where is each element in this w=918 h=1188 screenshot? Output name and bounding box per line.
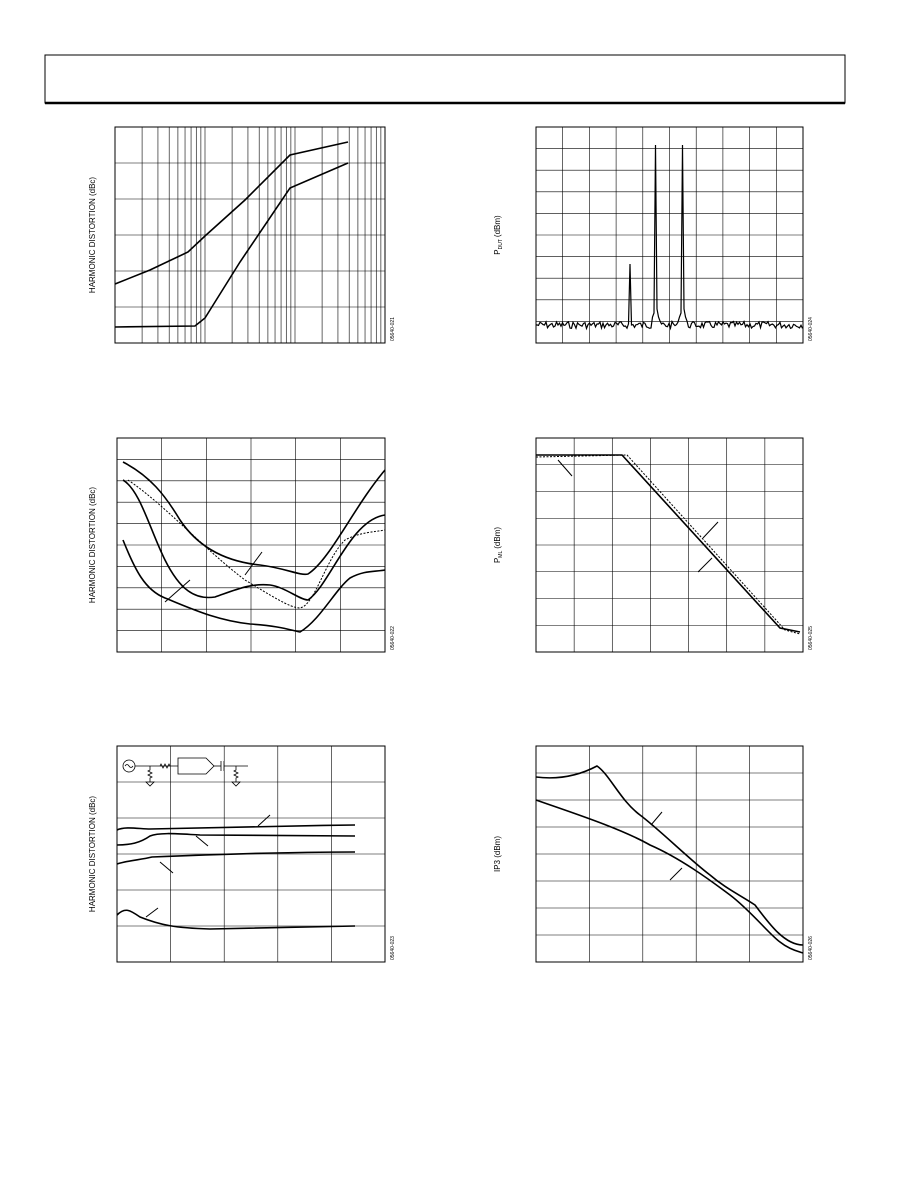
y-axis-label: HARMONIC DISTORTION (dBc) xyxy=(88,487,97,603)
y-label-unit: (dBm) xyxy=(493,527,502,549)
figure-code: 05640-022 xyxy=(390,626,396,650)
plot-frame xyxy=(535,745,804,963)
curve xyxy=(122,539,386,633)
curve xyxy=(536,454,801,633)
plot-frame xyxy=(535,437,804,653)
spectrum-trace xyxy=(535,144,804,331)
curve xyxy=(114,141,349,285)
y-axis-label: PML (dBm) xyxy=(493,527,504,563)
curve xyxy=(114,162,349,328)
y-label-main: P xyxy=(493,249,502,254)
arrow xyxy=(702,521,719,539)
header-box xyxy=(44,54,846,104)
arrow xyxy=(650,811,663,826)
curve xyxy=(535,799,804,954)
arrow xyxy=(159,861,174,874)
figure-code: 05640-025 xyxy=(808,626,814,650)
y-axis-label: HARMONIC DISTORTION (dBc) xyxy=(88,796,97,912)
plot-frame xyxy=(116,437,386,653)
y-label-sub: ML xyxy=(498,551,504,558)
figure-code: 05640-023 xyxy=(390,936,396,960)
curve xyxy=(116,832,356,846)
labels: HARMONIC DISTORTION (dBc)05640-021PDUT(d… xyxy=(88,177,814,960)
plot-frame xyxy=(535,126,804,344)
grids xyxy=(114,126,804,963)
y-label-unit: (dBm) xyxy=(493,215,502,237)
test-circuit xyxy=(122,757,248,787)
arrow xyxy=(195,835,209,847)
arrow xyxy=(257,814,271,827)
plot-frame xyxy=(114,126,386,344)
curve xyxy=(122,461,386,576)
arrow xyxy=(164,579,191,603)
curve xyxy=(122,479,386,601)
curve xyxy=(116,909,356,930)
curve xyxy=(127,479,386,609)
curve xyxy=(535,765,804,946)
plot-frame xyxy=(116,745,386,963)
curve xyxy=(116,851,356,865)
y-axis-label: HARMONIC DISTORTION (dBc) xyxy=(88,177,97,293)
arrow xyxy=(145,907,159,918)
arrow xyxy=(557,459,573,477)
arrow xyxy=(244,551,263,576)
figure-code: 05640-026 xyxy=(808,936,814,960)
figure-code: 05640-021 xyxy=(390,317,396,341)
figure-code: 05640-024 xyxy=(808,317,814,341)
y-axis-label: IP3 (dBm) xyxy=(493,836,502,872)
y-axis-label: PDUT (dBm) xyxy=(493,215,504,255)
y-label-sub: DUT xyxy=(498,239,504,249)
curve xyxy=(535,454,801,635)
y-label-main: P xyxy=(493,558,502,563)
curve xyxy=(116,824,356,831)
arrow xyxy=(669,867,683,881)
arrow xyxy=(697,557,713,573)
